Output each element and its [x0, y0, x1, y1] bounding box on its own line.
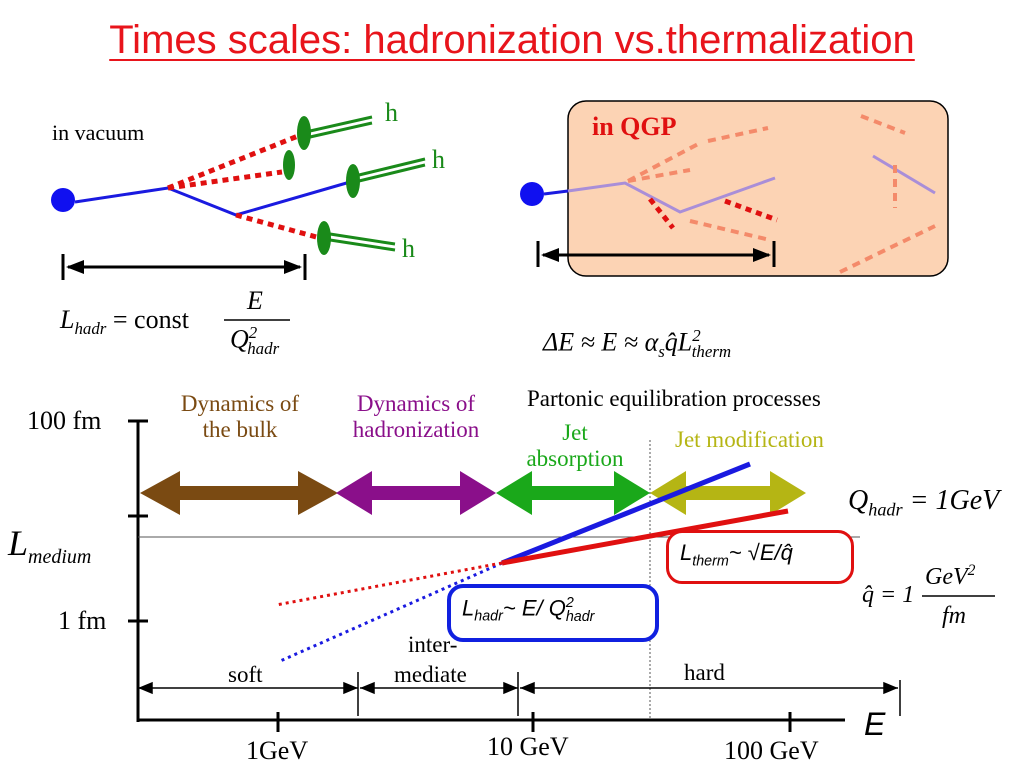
x-axis-label: E — [864, 706, 886, 742]
hadron-2 — [346, 157, 426, 198]
qgp-diagram — [520, 100, 949, 277]
qhat-den: fm — [942, 603, 966, 629]
qgp-label: in QGP — [592, 112, 677, 141]
y-tick-1fm: 1 fm — [58, 606, 107, 635]
region-label-bulk: Dynamics of the bulk — [180, 391, 300, 442]
parton-dot — [51, 188, 75, 212]
region-arrows — [140, 471, 806, 515]
x-tick-10gev: 10 GeV — [487, 732, 569, 761]
y-axis-label: Lmedium — [8, 523, 92, 569]
range-soft: soft — [228, 662, 263, 687]
qhat-num: GeV2 — [925, 562, 976, 590]
region-arrow-absorption — [496, 471, 650, 515]
gluon-line-1 — [167, 133, 299, 191]
hadron-label-1: h — [385, 98, 398, 127]
l-hadr-dotted — [277, 561, 503, 664]
qgp-formula: ΔE ≈ E ≈ αsq̂L2therm — [543, 326, 732, 361]
range-intermediate-1: inter- — [408, 632, 458, 657]
range-intermediate-2: mediate — [394, 662, 467, 687]
l-therm-box — [666, 530, 854, 584]
qhat-lhs: q̂ = 1 — [862, 582, 915, 608]
region-arrow-modification — [650, 471, 806, 515]
vacuum-formula-den: Q2hadr — [230, 323, 280, 358]
l-hadr-line — [501, 461, 751, 566]
curves — [275, 461, 789, 664]
x-tick-1gev: 1GeV — [246, 736, 309, 765]
l-hadr-box — [447, 584, 659, 642]
gluon-line-2 — [167, 169, 283, 191]
energy-ranges — [138, 672, 898, 716]
vacuum-label: in vacuum — [52, 120, 145, 145]
page-title: Times scales: hadronization vs.thermaliz… — [109, 18, 915, 62]
region-label-absorption: Jet absorption — [526, 420, 624, 471]
vacuum-formula: Lhadr = const — [60, 305, 189, 339]
vacuum-formula-num: E — [247, 286, 263, 315]
hadron-cluster — [283, 150, 295, 180]
partonic-label: Partonic equilibration processes — [527, 386, 821, 411]
l-therm-label: Ltherm~ √E/q̂ — [680, 540, 793, 570]
range-hard: hard — [684, 660, 725, 685]
region-arrow-hadronization — [336, 471, 496, 515]
hadron-label-2: h — [432, 145, 445, 174]
l-hadr-label: Lhadr~ E/ Q2hadr — [462, 595, 595, 625]
q-hadr-formula: Qhadr = 1GeV — [848, 485, 1000, 520]
hadron-label-3: h — [402, 234, 415, 263]
x-tick-100gev: 100 GeV — [724, 736, 819, 765]
region-label-modification: Jet modification — [675, 427, 824, 452]
l-therm-line — [501, 508, 789, 566]
region-arrow-bulk — [140, 471, 338, 515]
hadron-1 — [297, 115, 373, 150]
l-therm-dotted — [275, 561, 503, 607]
parton-line — [74, 180, 351, 217]
region-label-hadronization: Dynamics of hadronization — [352, 391, 480, 442]
gluon-line-3 — [235, 212, 321, 241]
y-tick-100fm: 100 fm — [27, 406, 102, 435]
hadron-3 — [317, 221, 396, 255]
vacuum-diagram — [51, 115, 426, 280]
